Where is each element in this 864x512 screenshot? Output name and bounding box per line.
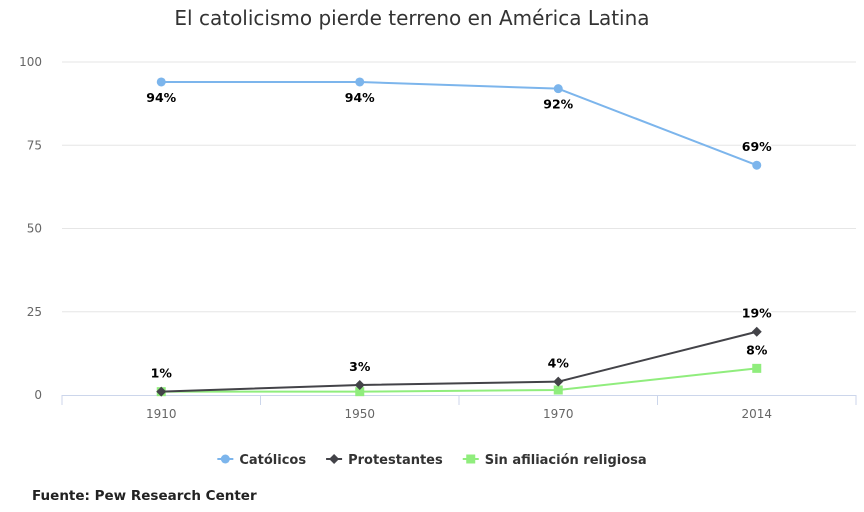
- y-tick-label: 75: [27, 138, 42, 152]
- data-point[interactable]: [752, 363, 762, 373]
- data-point[interactable]: [751, 326, 762, 337]
- legend-label: Católicos: [239, 453, 306, 468]
- y-tick-label: 0: [34, 388, 42, 402]
- series-line: [161, 330, 757, 393]
- y-tick-label: 50: [27, 222, 42, 236]
- x-tick-label: 1910: [146, 407, 177, 421]
- series-2: [156, 363, 762, 397]
- legend-symbol: [220, 454, 230, 464]
- series-line: [161, 367, 757, 393]
- data-point[interactable]: [553, 376, 564, 387]
- legend: Católicos Protestantes Sin afiliación reli…: [217, 453, 647, 468]
- data-label: 8%: [746, 342, 768, 357]
- series-1: [156, 326, 762, 397]
- data-point[interactable]: [355, 77, 365, 87]
- x-tick-label: 1970: [543, 407, 574, 421]
- y-axis: 0 25 50 75 100: [19, 55, 42, 402]
- data-label: 92%: [543, 97, 573, 112]
- data-point[interactable]: [156, 386, 167, 397]
- legend-item[interactable]: Protestantes: [326, 453, 443, 468]
- legend-item[interactable]: Católicos: [217, 453, 306, 468]
- legend-symbol: [329, 454, 340, 464]
- legend-item[interactable]: Sin afiliación religiosa: [462, 453, 647, 468]
- data-label: 69%: [742, 139, 772, 154]
- data-label: 19%: [742, 306, 772, 321]
- data-labels: 94% 94% 92% 69% 1% 3% 4% 19% 8%: [145, 88, 774, 382]
- legend-symbol: [466, 454, 476, 464]
- legend-label: Sin afiliación religiosa: [485, 453, 647, 468]
- source-note: Fuente: Pew Research Center: [32, 488, 257, 504]
- data-label: 4%: [548, 356, 570, 371]
- data-label: 94%: [345, 90, 375, 105]
- data-label: 1%: [151, 366, 173, 381]
- x-tick-label: 2014: [741, 407, 772, 421]
- data-point[interactable]: [355, 387, 365, 397]
- y-tick-label: 25: [27, 305, 42, 319]
- data-label: 3%: [349, 359, 371, 374]
- data-label: 94%: [146, 90, 176, 105]
- legend-label: Protestantes: [348, 453, 443, 468]
- series-0: [156, 77, 762, 170]
- data-point[interactable]: [553, 385, 563, 395]
- data-point[interactable]: [752, 160, 762, 170]
- x-tick-label: 1950: [344, 407, 375, 421]
- chart-series: [156, 77, 762, 397]
- series-line: [161, 80, 758, 167]
- y-tick-label: 100: [19, 55, 42, 69]
- data-point[interactable]: [354, 380, 365, 391]
- x-axis: 1910 1950 1970 2014: [61, 395, 857, 421]
- chart-grid: [62, 61, 856, 313]
- data-point[interactable]: [156, 77, 166, 87]
- chart-title: El catolicismo pierde terreno en América…: [174, 6, 649, 30]
- data-point[interactable]: [553, 84, 563, 94]
